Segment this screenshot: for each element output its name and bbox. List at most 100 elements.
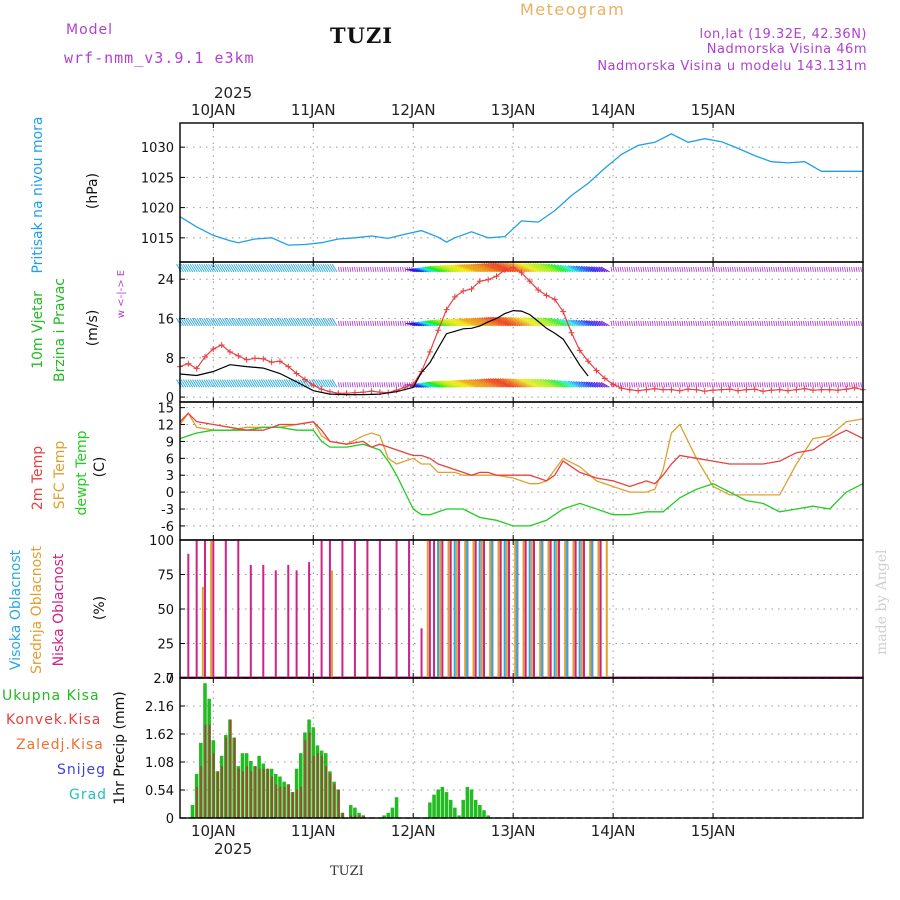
- wind-barb: [633, 266, 636, 272]
- wind-barb: [349, 382, 352, 388]
- wind-barb: [412, 268, 425, 273]
- temp-sfc-title: SFC Temp: [52, 441, 68, 510]
- wind-speed-marker: [626, 386, 633, 393]
- wind-barb: [600, 320, 610, 327]
- wind-barb: [542, 263, 560, 273]
- wind-barb: [306, 263, 313, 273]
- wind-barb: [784, 320, 787, 326]
- wind-barb: [612, 266, 615, 272]
- wind-barb: [672, 320, 675, 326]
- wind-barb: [463, 379, 484, 388]
- wind-barb: [738, 320, 741, 326]
- wind-speed-marker: [476, 278, 483, 285]
- wind-barb: [777, 382, 780, 388]
- y-tick-label: -3: [161, 503, 174, 518]
- wind-mean-line: [179, 309, 589, 396]
- precip-bar-convective: [341, 812, 344, 818]
- wind-barb: [342, 320, 345, 326]
- wind-barb: [196, 263, 203, 273]
- wind-barb: [441, 264, 461, 273]
- wind-barb: [860, 382, 862, 388]
- wind-barb: [466, 263, 487, 273]
- wind-barb: [775, 266, 778, 272]
- wind-barb: [329, 379, 336, 388]
- wind-speed-marker: [551, 296, 558, 303]
- wind-barb: [481, 378, 503, 388]
- wind-speed-marker: [435, 327, 442, 334]
- wind-barb: [302, 379, 308, 388]
- wind-barb: [429, 319, 448, 327]
- wind-barb: [297, 263, 304, 273]
- wind-barb: [841, 266, 844, 272]
- y-tick-label: -6: [161, 520, 174, 535]
- wind-barb: [745, 266, 748, 272]
- wind-barb: [507, 378, 528, 388]
- wind-barb: [580, 265, 592, 273]
- wind-barb: [461, 318, 482, 327]
- wind-barb: [272, 317, 278, 327]
- wind-barb: [798, 382, 801, 388]
- wind-barb: [672, 266, 675, 272]
- wind-barb: [286, 317, 292, 327]
- wind-barb: [699, 382, 702, 388]
- wind-barb: [573, 319, 585, 327]
- wind-barb: [372, 382, 375, 388]
- wind-barb: [802, 266, 805, 272]
- wind-speed-marker: [243, 356, 250, 363]
- wind-speed-marker: [426, 348, 433, 355]
- wind-barb: [628, 266, 631, 272]
- wind-barb: [816, 320, 819, 326]
- wind-barb: [663, 266, 665, 272]
- wind-barb: [745, 382, 748, 388]
- cloud-ylabel: (%): [92, 596, 108, 620]
- wind-speed-marker: [826, 386, 833, 393]
- wind-barb: [841, 320, 844, 326]
- wind-barb: [182, 317, 189, 327]
- wind-barb: [358, 382, 361, 388]
- wind-barb: [559, 380, 574, 388]
- wind-barb: [224, 379, 230, 388]
- wind-barb: [349, 266, 352, 272]
- wind-barb: [383, 382, 386, 388]
- wind-barb: [433, 319, 452, 327]
- wind-barb: [706, 320, 709, 326]
- wind-barb: [681, 320, 684, 326]
- wind-barb: [351, 266, 354, 272]
- wind-barb: [185, 317, 191, 327]
- y-tick-label: 15: [157, 402, 174, 417]
- elevation-text: Nadmorska Visina 46m: [707, 42, 867, 57]
- wind-barb: [679, 320, 682, 326]
- wind-barb: [419, 321, 434, 327]
- wind-barb: [392, 266, 395, 272]
- wind-barb: [754, 266, 757, 272]
- precip-bar-convective: [271, 776, 274, 818]
- model-label: Model: [66, 22, 113, 38]
- precip-bar-total: [299, 753, 303, 818]
- wind-barb: [263, 379, 269, 388]
- wind-barb: [812, 266, 814, 272]
- wind-barb: [525, 263, 544, 273]
- precip-bar-total: [453, 807, 457, 818]
- wind-barb: [421, 382, 436, 388]
- wind-barb: [775, 320, 778, 326]
- wind-barb: [435, 319, 454, 327]
- wind-barb: [455, 318, 475, 327]
- wind-barb: [832, 382, 835, 388]
- wind-barb: [777, 320, 780, 326]
- wind-barb: [263, 263, 269, 273]
- wind-barb: [331, 317, 338, 327]
- wind-speed-marker: [218, 342, 225, 349]
- wind-barb: [344, 320, 347, 326]
- wind-barb: [418, 321, 432, 327]
- wind-barb: [690, 266, 693, 272]
- wind-barb: [718, 382, 720, 388]
- wind-speed-marker: [710, 387, 717, 394]
- wind-speed-marker: [185, 360, 192, 367]
- wind-barb: [182, 263, 189, 273]
- wind-barb: [857, 266, 860, 272]
- wind-speed-marker: [310, 382, 317, 389]
- wind-barb: [388, 382, 391, 388]
- wind-barb: [344, 382, 347, 388]
- wind-barb: [370, 320, 372, 326]
- wind-barb: [547, 379, 564, 388]
